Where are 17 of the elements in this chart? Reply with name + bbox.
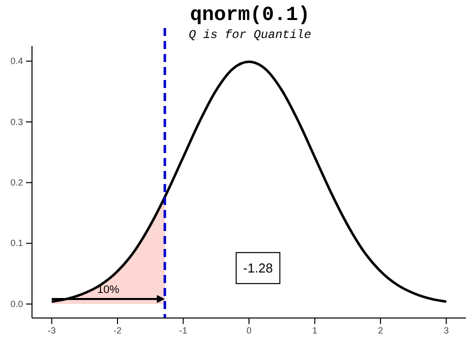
chart-subtitle: Q is for Quantile [188, 28, 312, 42]
annotation: 10% [97, 284, 120, 296]
x-tick-label: 2 [378, 325, 384, 336]
x-tick-label: -2 [113, 325, 122, 336]
y-tick-label: 0.0 [10, 298, 23, 309]
y-tick-label: 0.2 [10, 177, 23, 188]
x-tick-label: 3 [444, 325, 449, 336]
x-tick-label: 0 [246, 325, 252, 336]
chart-title: qnorm(0.1) [190, 4, 310, 27]
line-series [50, 60, 448, 303]
y-tick-label: 0.3 [10, 116, 23, 127]
y-tick-label: 0.1 [10, 238, 23, 248]
x-tick-label: -3 [48, 325, 56, 336]
x-tick-label: -1 [179, 325, 188, 336]
x-tick-label: 1 [312, 325, 318, 336]
y-tick-label: 0.4 [10, 56, 23, 66]
annotation: -1.28 [243, 260, 273, 276]
